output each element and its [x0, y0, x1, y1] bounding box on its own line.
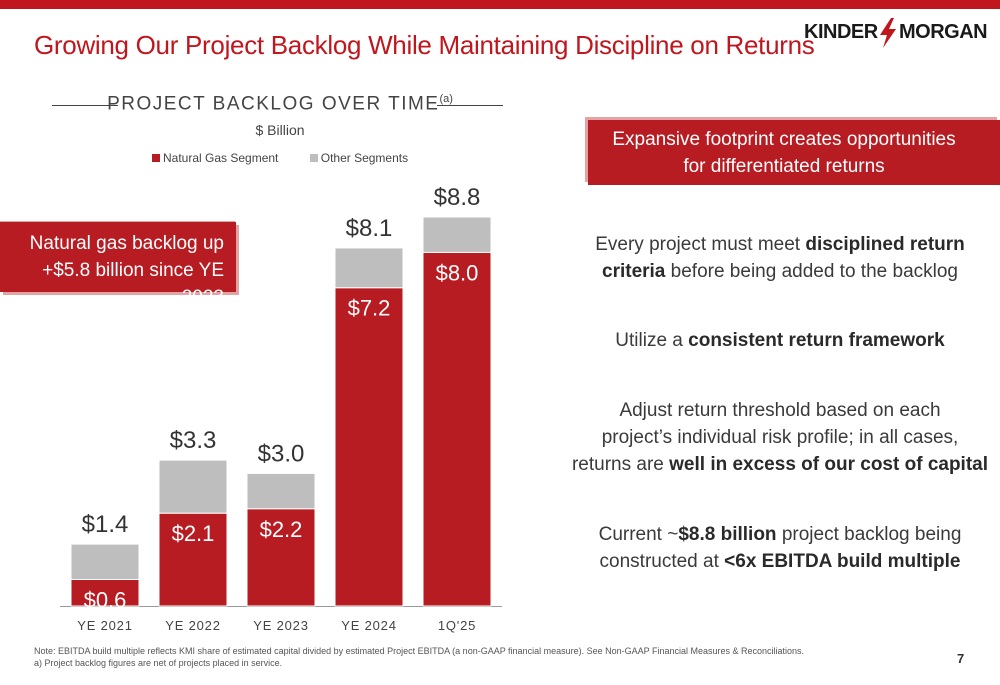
data-label-natural-gas-2: $2.2 — [260, 517, 303, 542]
top-accent-bar — [0, 0, 1000, 9]
point2-bold: consistent return framework — [688, 330, 945, 351]
point1-bold-b: criteria — [602, 261, 666, 282]
chart-title-rule-right — [437, 105, 503, 106]
footprint-callout-line1: Expansive footprint creates opportunitie… — [612, 129, 956, 150]
kinder-morgan-logo: KINDER MORGAN — [804, 18, 988, 48]
legend-item-natural-gas: Natural Gas Segment — [152, 151, 278, 165]
footnote-a: a) Project backlog figures are net of pr… — [34, 658, 283, 668]
data-label-total-4: $8.8 — [434, 184, 481, 211]
logo-text-right: MORGAN — [899, 21, 988, 43]
point3-line2: project’s individual risk profile; in al… — [601, 427, 959, 448]
point-consistent-framework: Utilize a consistent return framework — [570, 327, 990, 354]
chart-title-rule-left — [52, 105, 118, 106]
point4-text-a: Current ~ — [598, 524, 679, 545]
natural-gas-callout: Natural gas backlog up +$5.8 billion sin… — [0, 222, 236, 308]
point4-text-b: project backlog being — [776, 524, 962, 545]
point3-line1: Adjust return threshold based on each — [619, 400, 941, 421]
chart-title-text: PROJECT BACKLOG OVER TIME — [107, 93, 440, 115]
data-label-natural-gas-1: $2.1 — [172, 521, 215, 546]
x-tick-label-2: YE 2023 — [253, 618, 308, 633]
point1-text-b: before being added to the backlog — [665, 261, 958, 282]
bar-natural-gas-2 — [246, 508, 316, 607]
data-label-natural-gas-4: $8.0 — [436, 260, 479, 285]
point3-bold: well in excess of our cost of capital — [669, 454, 989, 475]
backlog-bar-chart: $0.6 $1.4 YE 2021 $2.1 $3.3 YE 2022 $2.2 $3.0 YE… — [60, 184, 502, 633]
bar-natural-gas-4 — [422, 251, 492, 607]
logo-text-left: KINDER — [804, 21, 878, 43]
bar-other-0 — [70, 543, 140, 580]
data-label-total-0: $1.4 — [82, 511, 129, 538]
legend-swatch-natural-gas — [152, 154, 160, 162]
point1-bold-a: disciplined return — [805, 234, 965, 255]
data-label-total-2: $3.0 — [258, 440, 305, 467]
footnote-note: Note: EBITDA build multiple reflects KMI… — [34, 646, 805, 656]
data-label-natural-gas-3: $7.2 — [348, 296, 391, 321]
bar-other-1 — [158, 459, 228, 514]
point-risk-threshold: Adjust return threshold based on each pr… — [570, 397, 990, 478]
chart-title-footnote: (a) — [439, 93, 453, 105]
legend-label-other: Other Segments — [320, 151, 409, 165]
footnotes: Note: EBITDA build multiple reflects KMI… — [34, 645, 804, 669]
bar-other-3 — [334, 247, 404, 289]
bar-other-4 — [422, 216, 492, 253]
point1-text-a: Every project must meet — [595, 234, 806, 255]
legend-swatch-other — [309, 154, 318, 162]
chart-legend: Natural Gas Segment Other Segments — [152, 151, 436, 165]
bar-other-2 — [246, 472, 316, 510]
point3-text-c: returns are — [571, 454, 670, 475]
chart-title: PROJECT BACKLOG OVER TIME(a) — [0, 93, 560, 115]
point-backlog-multiple: Current ~$8.8 billion project backlog be… — [570, 521, 990, 575]
point4-bold-b: <6x EBITDA build multiple — [724, 551, 961, 572]
bar-natural-gas-1 — [158, 512, 228, 607]
natural-gas-callout-line2: +$5.8 billion since YE 2023 — [42, 260, 224, 308]
legend-item-other: Other Segments — [309, 151, 409, 165]
x-tick-label-0: YE 2021 — [77, 618, 132, 633]
data-label-total-1: $3.3 — [170, 427, 217, 454]
footprint-callout-line2: for differentiated returns — [683, 156, 885, 177]
data-label-natural-gas-0: $0.6 — [84, 587, 127, 612]
chart-subtitle: $ Billion — [255, 122, 305, 138]
point4-bold-a: $8.8 billion — [678, 524, 777, 545]
x-tick-label-3: YE 2024 — [341, 618, 396, 633]
page-number: 7 — [957, 651, 965, 666]
bar-natural-gas-0 — [70, 578, 140, 607]
legend-label-natural-gas: Natural Gas Segment — [163, 151, 279, 165]
bar-natural-gas-3 — [334, 287, 404, 607]
point-disciplined-returns: Every project must meet disciplined retu… — [570, 231, 990, 285]
lightning-bolt-icon — [880, 18, 896, 48]
footprint-callout: Expansive footprint creates opportunitie… — [588, 120, 1000, 185]
x-tick-label-1: YE 2022 — [165, 618, 220, 633]
data-label-total-3: $8.1 — [346, 215, 393, 242]
point4-text-c: constructed at — [599, 551, 725, 572]
x-tick-label-4: 1Q'25 — [438, 618, 476, 633]
page-title: Growing Our Project Backlog While Mainta… — [34, 30, 815, 60]
natural-gas-callout-line1: Natural gas backlog up — [29, 233, 224, 254]
point2-text: Utilize a — [615, 330, 689, 351]
